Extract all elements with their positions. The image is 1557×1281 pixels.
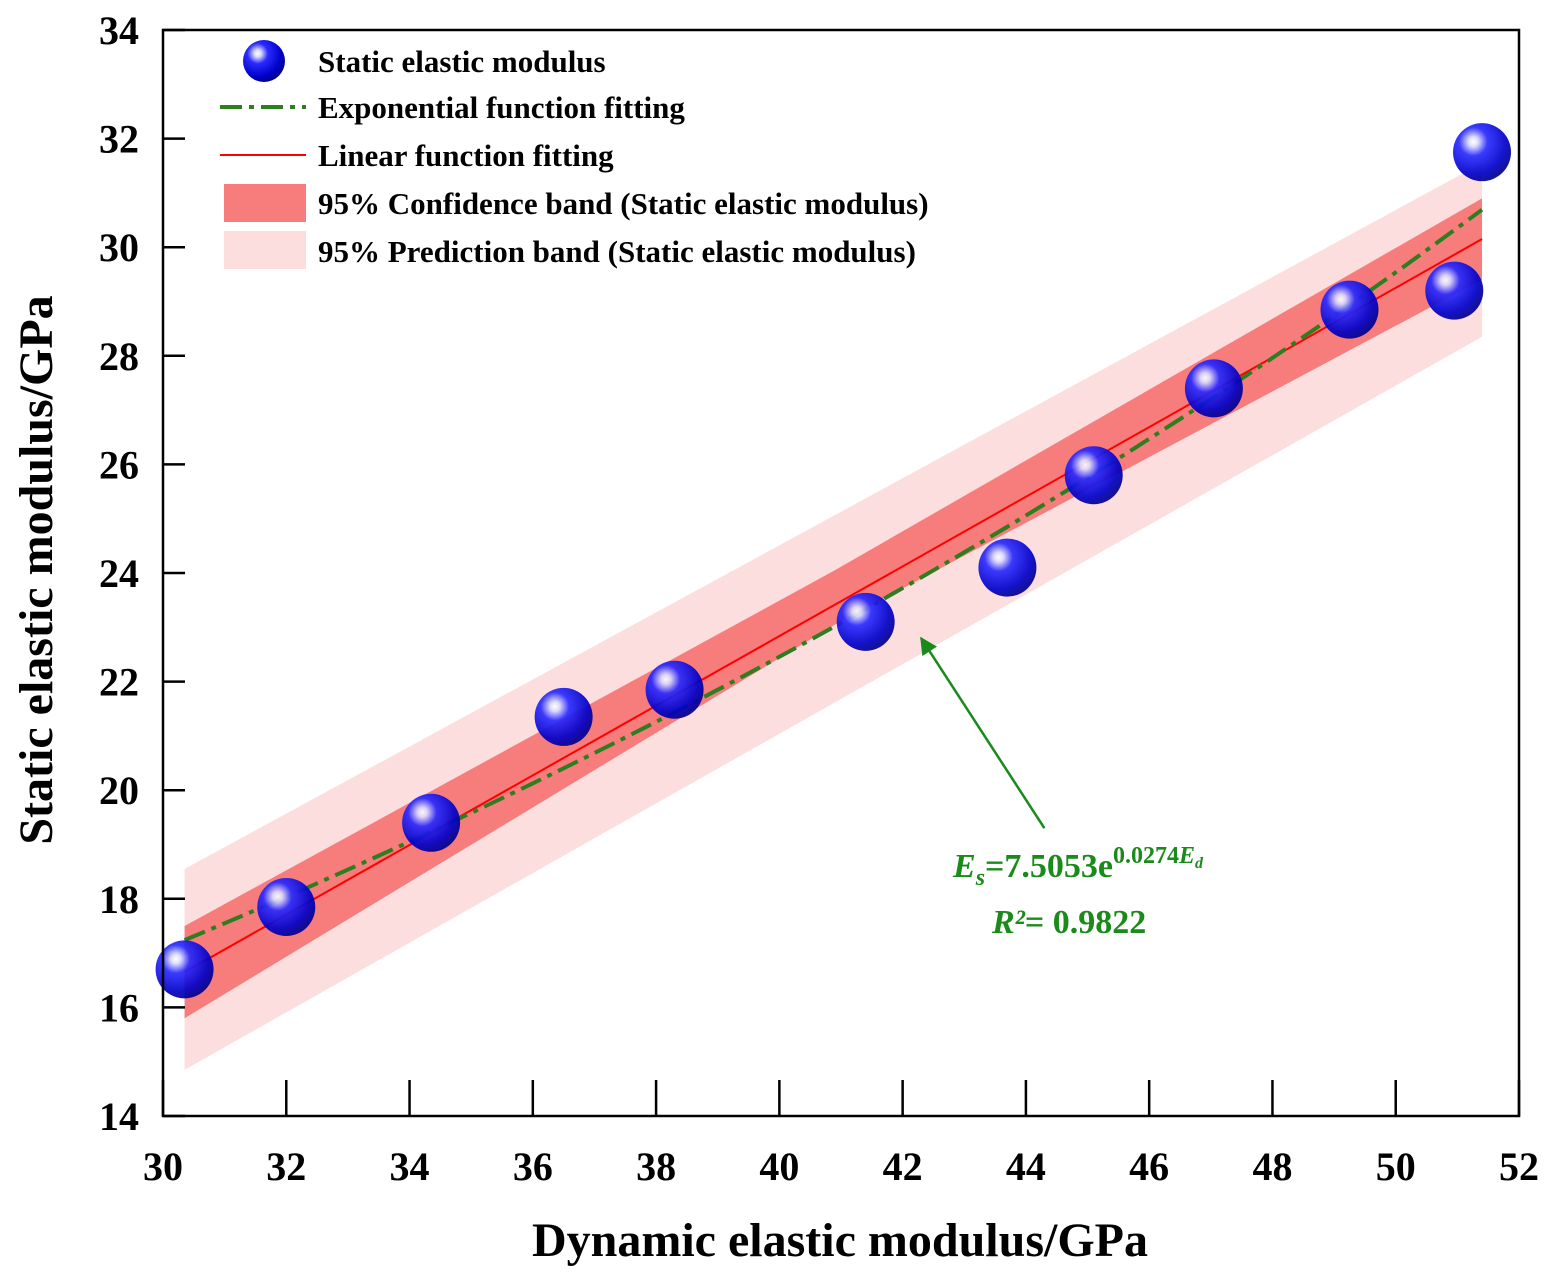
x-tick-label: 50	[1376, 1144, 1416, 1189]
legend-marker-static	[243, 40, 285, 82]
x-tick-label: 30	[143, 1144, 183, 1189]
annotation-arrow	[920, 636, 1046, 829]
legend-label-linear: Linear function fitting	[318, 138, 614, 173]
y-tick-labels: 14 16 18 20 22 24 26 28 30 32 34	[99, 8, 139, 1139]
y-tick-label: 18	[99, 877, 139, 922]
data-point	[1320, 280, 1379, 339]
y-tick-label: 28	[99, 334, 139, 379]
data-point	[1425, 261, 1484, 320]
linear-fit-path	[184, 238, 1483, 973]
equation-sub: s	[975, 865, 985, 891]
axis-ticks	[161, 28, 1521, 1118]
x-tick-label: 46	[1129, 1144, 1169, 1189]
y-tick-label: 24	[99, 551, 139, 596]
r2-symbol: R²	[991, 904, 1026, 941]
y-tick-label: 16	[99, 985, 139, 1030]
y-tick-label: 14	[99, 1094, 139, 1139]
fit-annotation: Es=7.5053e0.0274Ed R²= 0.9822	[920, 636, 1204, 941]
equation-exp-sub: d	[1195, 855, 1204, 872]
legend-label-exponential: Exponential function fitting	[318, 90, 685, 125]
linear-fit-line	[184, 238, 1483, 973]
data-point	[155, 940, 214, 999]
legend-marker-prediction	[224, 231, 306, 269]
exponential-fit-path	[183, 208, 1484, 942]
x-tick-label: 48	[1252, 1144, 1292, 1189]
confidence-band	[184, 198, 1483, 1019]
data-point	[534, 687, 593, 746]
data-point	[257, 877, 316, 936]
x-tick-label: 52	[1499, 1144, 1539, 1189]
x-tick-label: 34	[390, 1144, 430, 1189]
r2-label: R²= 0.9822	[991, 904, 1146, 941]
y-axis-title: Static elastic modulus/GPa	[10, 295, 63, 844]
data-point	[402, 793, 461, 852]
y-tick-label: 30	[99, 225, 139, 270]
legend-label-static: Static elastic modulus	[318, 44, 606, 79]
x-axis-title: Dynamic elastic modulus/GPa	[532, 1214, 1148, 1267]
equation-exp: 0.0274	[1113, 843, 1179, 869]
y-tick-label: 22	[99, 660, 139, 705]
x-tick-label: 40	[759, 1144, 799, 1189]
confidence-band-area	[184, 198, 1483, 1019]
legend-marker-confidence	[224, 184, 306, 222]
equation-prefix: E	[952, 848, 976, 885]
data-point	[978, 538, 1037, 597]
y-tick-label: 26	[99, 442, 139, 487]
equation-body: =7.5053e	[985, 848, 1113, 885]
x-tick-label: 36	[513, 1144, 553, 1189]
x-tick-label: 42	[883, 1144, 923, 1189]
x-tick-label: 44	[1006, 1144, 1046, 1189]
legend: Static elastic modulus Exponential funct…	[220, 40, 929, 269]
data-points	[155, 123, 1512, 999]
x-tick-label: 38	[636, 1144, 676, 1189]
y-tick-label: 34	[99, 8, 139, 53]
data-point	[1453, 123, 1512, 182]
y-tick-label: 32	[99, 117, 139, 162]
data-point	[836, 592, 895, 651]
exponential-fit-line	[183, 208, 1484, 942]
y-tick-label: 20	[99, 768, 139, 813]
equation-exp-var: E	[1178, 843, 1195, 869]
r2-value: = 0.9822	[1025, 904, 1146, 941]
data-point	[645, 660, 704, 719]
data-point	[1064, 446, 1123, 505]
legend-label-confidence: 95% Confidence band (Static elastic modu…	[318, 186, 929, 221]
legend-label-prediction: 95% Prediction band (Static elastic modu…	[318, 234, 916, 269]
x-tick-labels: 30 32 34 36 38 40 42 44 46 48 50 52	[143, 1144, 1539, 1189]
data-point	[1184, 359, 1243, 418]
x-tick-label: 32	[266, 1144, 306, 1189]
equation-label: Es=7.5053e0.0274Ed	[952, 843, 1204, 891]
